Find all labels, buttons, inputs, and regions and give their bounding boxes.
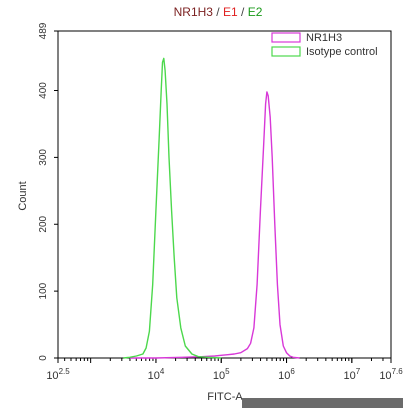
y-tick-label: 0 — [38, 355, 49, 361]
x-tick-label: 105 — [213, 367, 230, 382]
series-line-nr1h3 — [129, 91, 300, 359]
y-tick-label: 400 — [38, 82, 49, 99]
chart-title-text: NR1H3 / E1 / E2 — [174, 5, 263, 19]
horizontal-scrollbar[interactable] — [242, 398, 403, 408]
legend: NR1H3 Isotype control — [271, 32, 378, 58]
x-tick-label: 107 — [343, 367, 360, 382]
title-part-4: E2 — [248, 5, 263, 19]
chart-title: NR1H3 / E1 / E2 — [174, 5, 263, 19]
title-part-3: / — [238, 5, 248, 19]
y-tick-label: 100 — [38, 282, 49, 299]
y-tick-label: 489 — [38, 22, 49, 39]
plot-frame — [57, 30, 392, 359]
legend-swatch — [271, 32, 301, 43]
x-axis-label: FITC-A — [207, 391, 243, 403]
title-part-0: NR1H3 — [174, 5, 214, 19]
legend-swatch — [271, 46, 301, 57]
x-tick-label: 107.6 — [379, 367, 403, 382]
title-part-2: E1 — [223, 5, 238, 19]
x-tick-label: 104 — [148, 367, 165, 382]
y-axis-ticks: 0 100 200 300 400 489 — [38, 22, 58, 361]
legend-label: NR1H3 — [306, 32, 342, 44]
x-tick-label: 102.5 — [46, 367, 70, 382]
title-part-1: / — [213, 5, 223, 19]
x-axis-ticks: 102.5 104 105 106 107 107.6 — [46, 358, 403, 382]
legend-label: Isotype control — [306, 46, 378, 58]
x-tick-label: 106 — [278, 367, 295, 382]
series-group — [123, 57, 300, 359]
y-tick-label: 300 — [38, 149, 49, 166]
y-axis-label: Count — [17, 181, 29, 210]
y-tick-label: 200 — [38, 215, 49, 232]
series-line-isotype-control — [123, 57, 222, 359]
